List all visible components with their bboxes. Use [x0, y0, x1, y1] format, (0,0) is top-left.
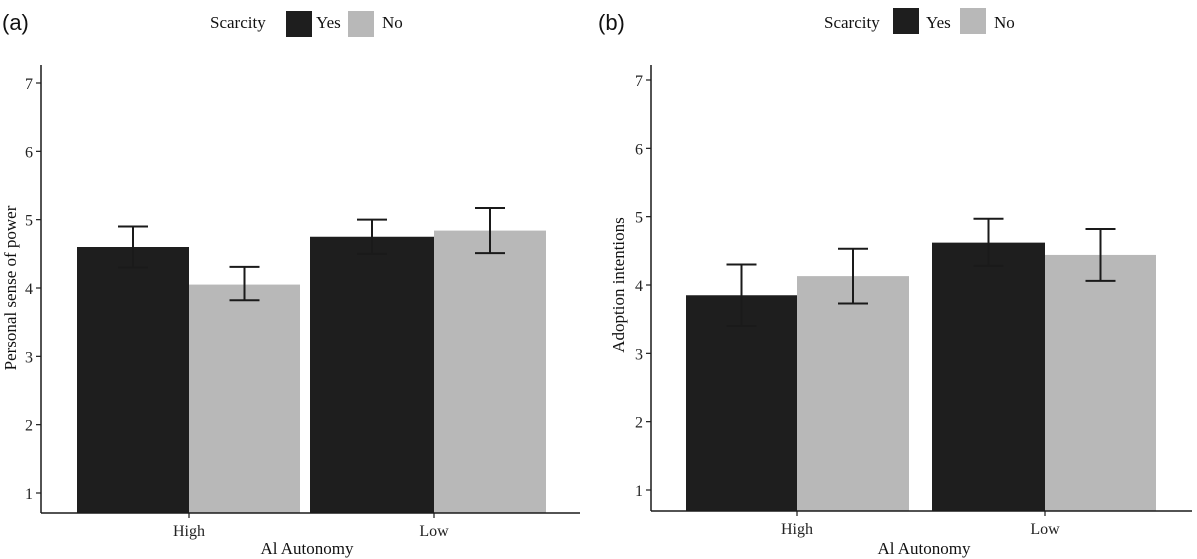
panel-label-b: (b) — [598, 10, 625, 35]
legend-a: Scarcity Yes No — [210, 11, 403, 37]
y-tick-label-1-b: 1 — [635, 483, 643, 500]
legend-title-a: Scarcity — [210, 13, 266, 32]
y-tick-label-1-a: 1 — [25, 486, 33, 503]
errorbar-no-low-a — [475, 207, 505, 255]
legend-swatch-yes-b — [893, 8, 919, 34]
y-tick-label-7-b: 7 — [635, 73, 643, 90]
y-tick-label-3-b: 3 — [635, 346, 643, 363]
errorbar-yes-low-b — [973, 217, 1004, 267]
bar-no-high-a — [189, 284, 300, 513]
x-axis-title-b: Al Autonomy — [877, 539, 971, 558]
bar-no-high-b — [797, 276, 909, 511]
errorbar-no-high-a — [229, 265, 260, 302]
legend-swatch-no-b — [960, 8, 986, 34]
y-tick-label-6-b: 6 — [635, 141, 643, 158]
legend-b: Scarcity Yes No — [824, 8, 1015, 34]
chart-panel-a: (a) Scarcity Yes No 1 2 3 4 5 6 7 High Low Al Au… — [1, 10, 580, 558]
y-tick-label-2-a: 2 — [25, 418, 33, 435]
legend-label-no-b: No — [994, 13, 1015, 32]
plot-area-b: 1 2 3 4 5 6 7 High Low — [635, 65, 1192, 538]
y-tick-label-7-a: 7 — [25, 76, 33, 93]
y-axis-title-a: Personal sense of power — [1, 205, 20, 370]
y-tick-label-5-a: 5 — [25, 213, 33, 230]
x-tick-label-low-a: Low — [419, 523, 449, 540]
plot-area-a: 1 2 3 4 5 6 7 High Low — [25, 65, 580, 540]
legend-swatch-no-a — [348, 11, 374, 37]
legend-title-b: Scarcity — [824, 13, 880, 32]
bar-yes-high-a — [77, 247, 189, 513]
y-tick-label-3-a: 3 — [25, 349, 33, 366]
legend-label-yes-a: Yes — [316, 13, 341, 32]
bar-yes-high-b — [686, 295, 797, 511]
errorbar-no-high-b — [838, 247, 868, 305]
y-tick-label-5-b: 5 — [635, 210, 643, 227]
y-axis-title-b: Adoption intentions — [609, 217, 628, 353]
errorbar-yes-high-b — [726, 263, 757, 327]
y-tick-label-4-a: 4 — [25, 281, 33, 298]
x-tick-label-low-b: Low — [1030, 521, 1060, 538]
bar-yes-low-b — [932, 242, 1045, 511]
errorbar-no-low-b — [1085, 227, 1116, 282]
y-tick-label-4-b: 4 — [635, 278, 643, 295]
chart-panel-b: (b) Scarcity Yes No 1 2 3 4 5 6 7 High Low Al Au… — [598, 8, 1192, 558]
errorbar-yes-high-a — [118, 225, 148, 269]
panel-label-a: (a) — [2, 10, 29, 35]
x-axis-title-a: Al Autonomy — [260, 539, 354, 558]
y-tick-label-6-a: 6 — [25, 144, 33, 161]
bar-no-low-a — [434, 230, 546, 513]
x-tick-label-high-b: High — [781, 521, 813, 538]
bar-no-low-b — [1045, 254, 1156, 511]
legend-label-no-a: No — [382, 13, 403, 32]
bar-yes-low-a — [310, 236, 434, 513]
legend-swatch-yes-a — [286, 11, 312, 37]
y-tick-label-2-b: 2 — [635, 415, 643, 432]
x-tick-label-high-a: High — [173, 523, 205, 540]
errorbar-yes-low-a — [357, 218, 387, 255]
legend-label-yes-b: Yes — [926, 13, 951, 32]
